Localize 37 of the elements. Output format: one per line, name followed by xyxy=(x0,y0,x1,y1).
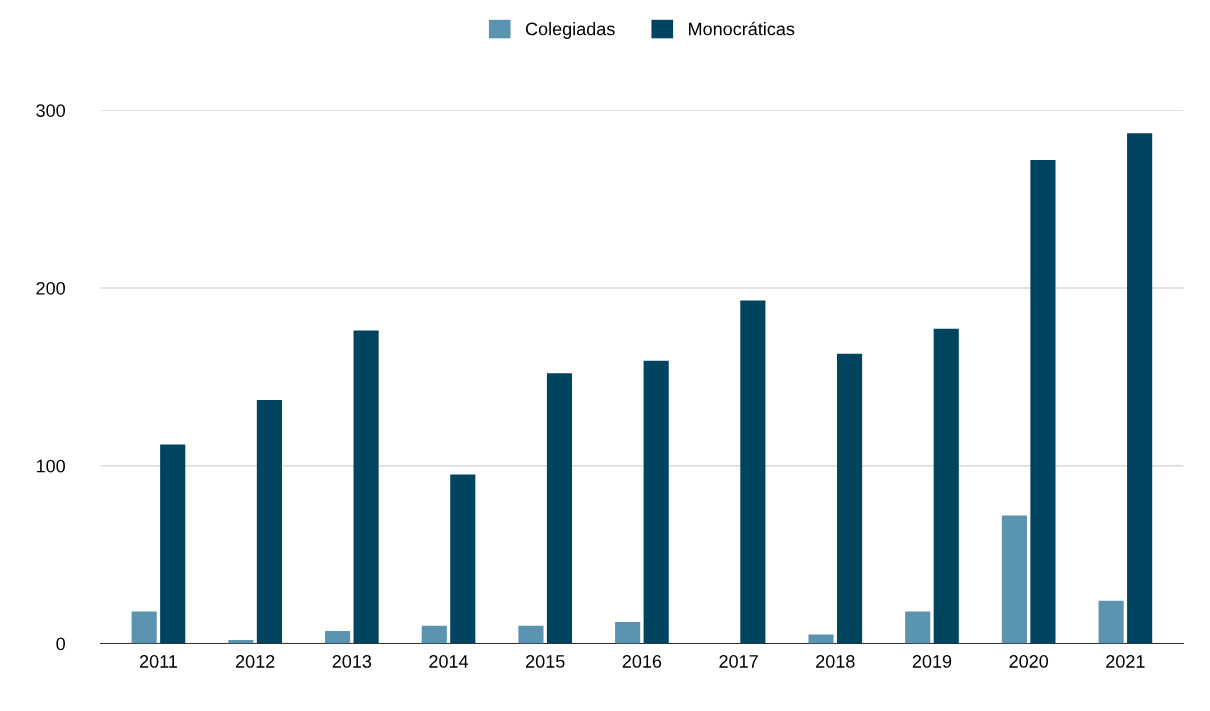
x-tick-label: 2017 xyxy=(719,655,758,668)
bar xyxy=(131,611,157,644)
bar xyxy=(836,353,863,644)
x-tick-label: 2019 xyxy=(912,655,952,668)
y-tick-label: 0 xyxy=(56,637,65,651)
bar xyxy=(905,611,931,644)
x-tick-label: 2012 xyxy=(235,655,275,668)
bar xyxy=(1030,159,1056,644)
x-tick-label: 2021 xyxy=(1106,655,1145,668)
x-tick-label: 2013 xyxy=(332,655,372,668)
legend-label: Colegiadas xyxy=(525,22,615,39)
x-tick-label: 2018 xyxy=(816,655,855,668)
bar xyxy=(518,625,544,644)
y-tick-label: 100 xyxy=(36,459,65,473)
bar xyxy=(1098,600,1124,644)
bar xyxy=(643,360,669,644)
bar xyxy=(1001,515,1027,644)
bar xyxy=(615,622,641,644)
bar xyxy=(450,474,476,644)
bar xyxy=(933,328,959,644)
x-tick-label: 2020 xyxy=(1009,655,1049,668)
x-tick-label: 2016 xyxy=(622,655,662,668)
bar xyxy=(421,625,447,644)
bar xyxy=(546,373,573,644)
x-tick-label: 2011 xyxy=(139,655,177,668)
x-tick-label: 2015 xyxy=(526,655,565,668)
bar xyxy=(740,300,766,644)
y-tick-label: 300 xyxy=(36,104,65,117)
bar xyxy=(1127,133,1153,644)
x-tick-label: 2014 xyxy=(429,655,469,668)
bar xyxy=(353,330,379,644)
legend-label: Monocráticas xyxy=(689,21,795,36)
y-tick-label: 200 xyxy=(36,281,65,295)
bar xyxy=(325,631,351,644)
bar xyxy=(160,444,186,644)
bar xyxy=(808,634,834,644)
bar xyxy=(256,399,282,644)
